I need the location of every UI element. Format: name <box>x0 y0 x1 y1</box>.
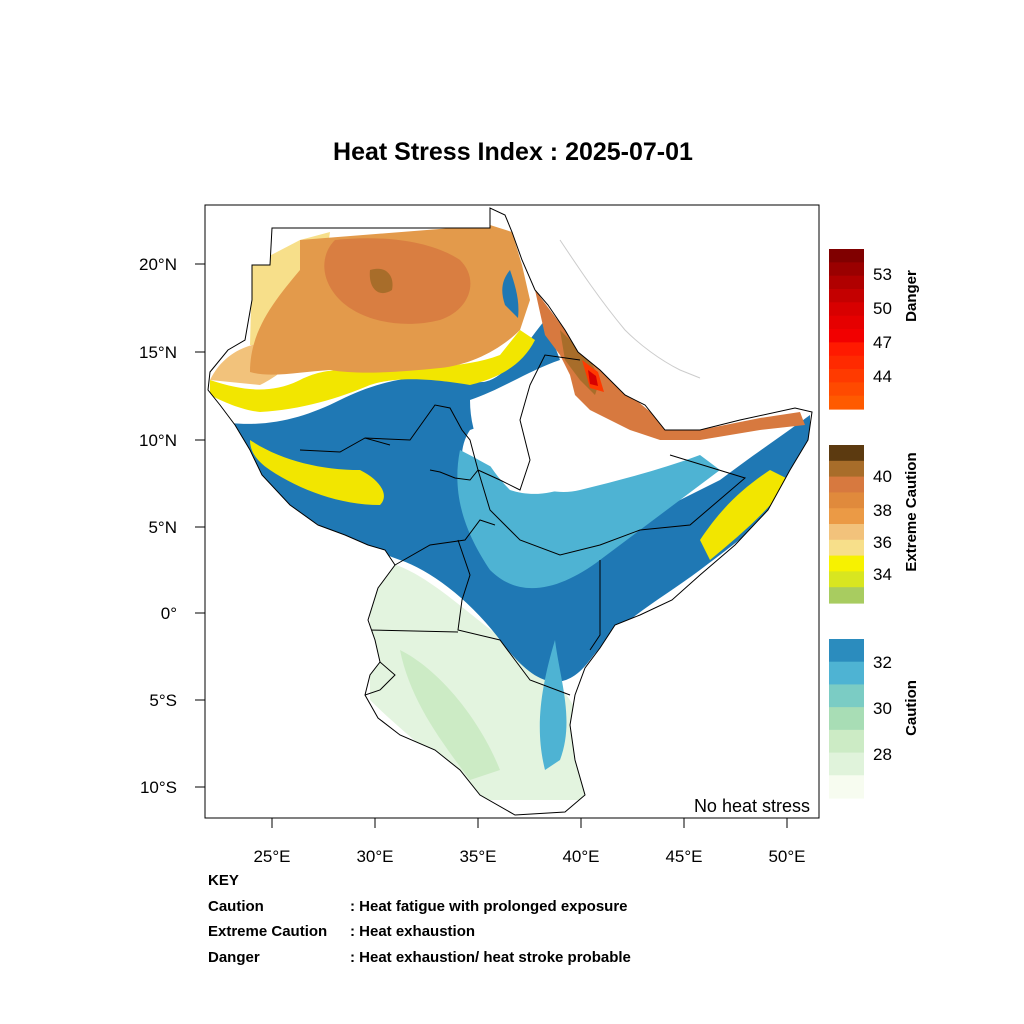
colorbar-swatch <box>829 302 864 317</box>
colorbar-swatch <box>829 524 864 541</box>
lat-tick-label: 20°N <box>139 255 177 274</box>
colorbar-swatch <box>829 729 864 754</box>
lat-tick-label: 15°N <box>139 343 177 362</box>
colorbar-swatch <box>829 684 864 708</box>
colorbar-tick-label: 50 <box>873 299 892 318</box>
caution-colorbar <box>829 639 864 799</box>
lon-tick-label: 35°E <box>459 847 496 866</box>
colorbar-swatch <box>829 508 864 525</box>
colorbar-swatch <box>829 476 864 493</box>
lat-tick-labels: 20°N 15°N 10°N 5°N 0° 5°S 10°S <box>139 255 177 797</box>
colorbar-swatch <box>829 262 864 277</box>
no-heat-stress-label: No heat stress <box>694 796 810 816</box>
colorbar-swatch <box>829 639 864 663</box>
key-term: Danger <box>208 948 260 966</box>
colorbar-swatch <box>829 775 864 799</box>
key-description: : Heat exhaustion <box>350 923 476 940</box>
lon-tick-label: 50°E <box>768 847 805 866</box>
colorbar-swatch <box>829 382 864 397</box>
colorbar-swatch <box>829 315 864 330</box>
caution-colorbar-labels: 32 30 28 Caution <box>873 653 920 764</box>
extreme-caution-colorbar-labels: 40 38 36 34 Extreme Caution <box>873 452 920 584</box>
map-frame <box>204 204 820 819</box>
colorbar-tick-label: 47 <box>873 333 892 352</box>
colorbar-swatch <box>829 539 864 557</box>
colorbar-swatch <box>829 555 864 572</box>
axis-ticks <box>195 263 788 828</box>
lon-tick-label: 40°E <box>562 847 599 866</box>
colorbar-swatch <box>829 707 864 731</box>
colorbar-tick-label: 34 <box>873 565 892 584</box>
lat-tick-label: 5°S <box>149 691 177 710</box>
colorbar-swatch <box>829 752 864 776</box>
region-outline <box>207 207 813 816</box>
colorbar-swatch <box>829 342 864 357</box>
colorbar-tick-label: 30 <box>873 699 892 718</box>
colorbar-swatch <box>829 289 864 303</box>
country-borders <box>299 354 747 696</box>
colorbar-swatch <box>829 355 864 370</box>
lon-tick-label: 25°E <box>253 847 290 866</box>
lat-tick-label: 10°S <box>140 778 177 797</box>
key-description: : Heat exhaustion/ heat stroke probable <box>350 948 631 966</box>
colorbar-swatch <box>829 249 864 263</box>
colorbar-swatch <box>829 275 864 290</box>
lat-tick-label: 10°N <box>139 431 177 450</box>
colorbar-swatch <box>829 445 864 462</box>
colorbar-swatch <box>829 460 864 478</box>
colorbar-tick-label: 28 <box>873 745 892 764</box>
heat-zones <box>208 208 812 815</box>
colorbar-tick-label: 40 <box>873 467 892 486</box>
key-description: : Heat fatigue with prolonged exposure <box>350 897 628 915</box>
colorbar-title: Extreme Caution <box>903 452 920 571</box>
colorbar-title: Danger <box>903 270 920 322</box>
colorbar-swatch <box>829 587 864 604</box>
danger-colorbar <box>829 249 864 410</box>
colorbar-swatch <box>829 395 864 410</box>
key-term: Extreme Caution <box>208 923 328 940</box>
colorbar-tick-label: 32 <box>873 653 892 672</box>
colorbar-tick-label: 36 <box>873 533 892 552</box>
key-heading: KEY <box>208 872 239 889</box>
lon-tick-labels: 25°E 30°E 35°E 40°E 45°E 50°E <box>253 847 805 866</box>
colorbar-swatch <box>829 329 864 343</box>
colorbar-tick-label: 44 <box>873 367 892 386</box>
colorbar-title: Caution <box>903 680 920 736</box>
colorbar-swatch <box>829 571 864 588</box>
lon-tick-label: 45°E <box>665 847 702 866</box>
colorbar-swatch <box>829 369 864 383</box>
danger-colorbar-labels: 53 50 47 44 Danger <box>873 265 920 386</box>
colorbar-tick-label: 38 <box>873 501 892 520</box>
lat-tick-label: 5°N <box>148 518 177 537</box>
colorbar-tick-label: 53 <box>873 265 892 284</box>
colorbar-swatch <box>829 492 864 509</box>
colorbar-swatch <box>829 661 864 686</box>
coastline-outside <box>559 239 701 379</box>
lon-tick-label: 30°E <box>356 847 393 866</box>
lat-tick-label: 0° <box>161 604 177 623</box>
extreme-caution-colorbar <box>829 445 864 604</box>
map-title: Heat Stress Index : 2025-07-01 <box>333 138 693 166</box>
key-term: Caution <box>208 897 264 915</box>
